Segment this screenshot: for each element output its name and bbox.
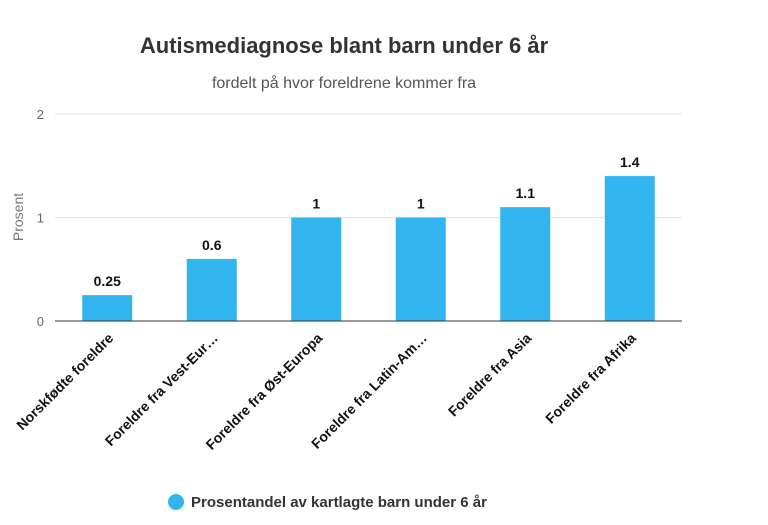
data-label: 1: [417, 196, 425, 212]
bar[interactable]: [291, 217, 342, 322]
y-tick-label: 2: [37, 107, 44, 122]
chart-subtitle: fordelt på hvor foreldrene kommer fra: [212, 74, 476, 92]
x-tick-label: Norskfødte foreldre: [13, 330, 116, 433]
bar[interactable]: [604, 176, 655, 321]
data-label: 1.4: [620, 154, 640, 170]
x-tick-label: Foreldre fra Asia: [445, 330, 535, 420]
data-label: 0.6: [202, 237, 222, 253]
y-axis-label: Prosent: [10, 193, 26, 241]
bars: [82, 176, 655, 321]
bar[interactable]: [186, 258, 237, 321]
data-label: 1: [312, 196, 320, 212]
legend-label: Prosentandel av kartlagte barn under 6 å…: [191, 494, 487, 511]
legend[interactable]: Prosentandel av kartlagte barn under 6 å…: [168, 494, 487, 511]
chart-title: Autismediagnose blant barn under 6 år: [140, 33, 549, 58]
x-tick-label: Foreldre fra Afrika: [542, 330, 639, 427]
legend-marker: [168, 494, 184, 510]
x-tick-label: Foreldre fra Latin-Am…: [308, 330, 430, 452]
y-axis-ticks: 0 1 2: [37, 107, 44, 329]
x-tick-label: Foreldre fra Vest-Eur…: [102, 330, 221, 449]
gridlines: [55, 113, 682, 218]
y-tick-label: 0: [37, 314, 44, 329]
bar[interactable]: [395, 217, 446, 322]
data-label: 0.25: [94, 273, 121, 289]
bar[interactable]: [500, 207, 551, 321]
y-tick-label: 1: [37, 211, 44, 226]
data-label: 1.1: [516, 185, 536, 201]
bar[interactable]: [82, 295, 133, 321]
data-labels: 0.25 0.6 1 1 1.1 1.4: [94, 154, 640, 289]
x-tick-label: Foreldre fra Øst-Europa: [202, 330, 325, 453]
